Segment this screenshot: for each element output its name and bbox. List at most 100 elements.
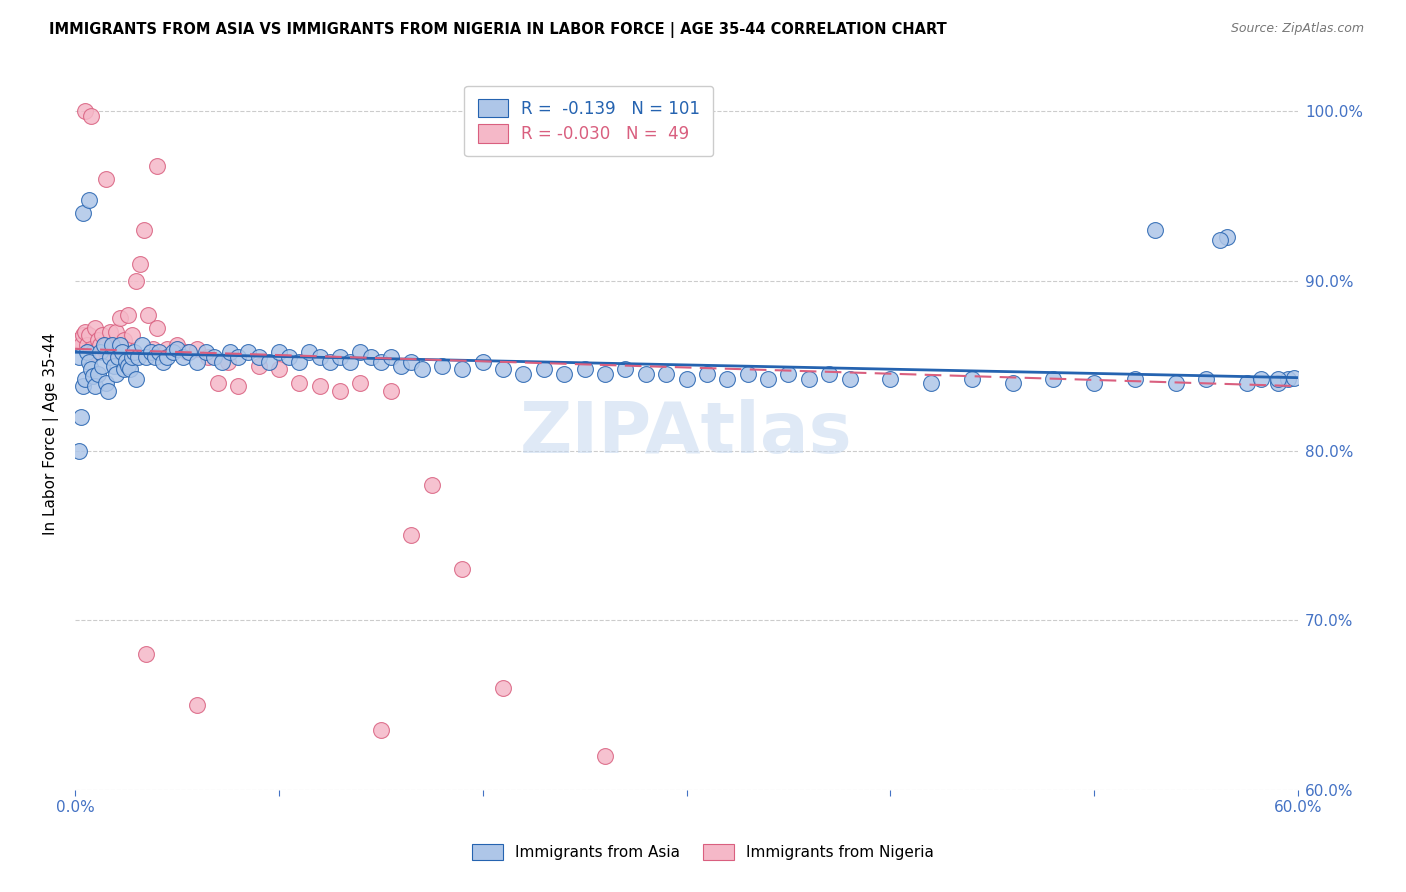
Point: [108, 311, 131, 326]
Point: [370, 355, 392, 369]
Point: [380, 384, 402, 399]
Point: [614, 362, 637, 376]
Point: [257, 355, 280, 369]
Point: [1236, 376, 1258, 390]
Point: [380, 351, 402, 365]
Point: [593, 748, 616, 763]
Point: [98, 351, 121, 365]
Point: [389, 359, 412, 373]
Point: [76, 345, 98, 359]
Text: IMMIGRANTS FROM ASIA VS IMMIGRANTS FROM NIGERIA IN LABOR FORCE | AGE 35-44 CORRE: IMMIGRANTS FROM ASIA VS IMMIGRANTS FROM …: [49, 22, 948, 38]
Point: [401, 528, 423, 542]
Point: [79, 328, 101, 343]
Point: [139, 345, 162, 359]
Point: [349, 345, 371, 359]
Point: [166, 342, 188, 356]
Point: [121, 328, 143, 343]
Point: [131, 338, 153, 352]
Point: [186, 698, 208, 712]
Point: [138, 308, 160, 322]
Point: [430, 359, 453, 373]
Point: [1209, 233, 1232, 247]
Point: [94, 172, 117, 186]
Point: [1083, 376, 1105, 390]
Point: [82, 345, 104, 359]
Point: [162, 345, 184, 359]
Point: [86, 368, 108, 382]
Point: [756, 372, 779, 386]
Point: [93, 342, 115, 356]
Point: [125, 274, 148, 288]
Point: [80, 110, 103, 124]
Point: [121, 351, 143, 365]
Point: [553, 368, 575, 382]
Point: [67, 334, 90, 348]
Point: [1282, 370, 1305, 384]
Point: [533, 362, 555, 376]
Point: [211, 355, 233, 369]
Point: [112, 362, 135, 376]
Point: [288, 376, 311, 390]
Point: [145, 321, 167, 335]
Point: [97, 345, 120, 359]
Point: [145, 159, 167, 173]
Point: [67, 351, 90, 365]
Point: [207, 376, 229, 390]
Point: [186, 342, 208, 356]
Point: [152, 355, 174, 369]
Point: [120, 362, 142, 376]
Point: [176, 345, 198, 359]
Point: [90, 359, 112, 373]
Point: [1144, 223, 1167, 237]
Point: [401, 355, 423, 369]
Point: [156, 351, 179, 365]
Point: [94, 338, 117, 352]
Point: [267, 362, 290, 376]
Point: [115, 353, 138, 368]
Point: [94, 376, 117, 390]
Point: [166, 338, 188, 352]
Point: [1267, 372, 1289, 386]
Point: [101, 338, 124, 352]
Point: [89, 345, 111, 359]
Point: [879, 372, 901, 386]
Point: [217, 355, 239, 369]
Point: [186, 355, 208, 369]
Point: [75, 372, 97, 386]
Point: [696, 368, 718, 382]
Point: [80, 342, 103, 356]
Point: [219, 345, 242, 359]
Y-axis label: In Labor Force | Age 35-44: In Labor Force | Age 35-44: [44, 333, 59, 535]
Point: [319, 355, 342, 369]
Point: [86, 334, 108, 348]
Point: [593, 368, 616, 382]
Point: [97, 384, 120, 399]
Point: [70, 409, 93, 424]
Point: [103, 342, 125, 356]
Point: [1215, 230, 1237, 244]
Point: [370, 723, 392, 738]
Point: [420, 477, 443, 491]
Point: [1250, 372, 1272, 386]
Point: [960, 372, 983, 386]
Point: [82, 368, 104, 383]
Point: [72, 379, 94, 393]
Point: [1164, 376, 1187, 390]
Point: [1042, 372, 1064, 386]
Point: [1277, 372, 1299, 386]
Point: [75, 325, 97, 339]
Text: ZIPAtlas: ZIPAtlas: [520, 399, 853, 468]
Point: [93, 338, 115, 352]
Point: [634, 368, 657, 382]
Point: [101, 338, 124, 352]
Legend: Immigrants from Asia, Immigrants from Nigeria: Immigrants from Asia, Immigrants from Ni…: [467, 838, 939, 866]
Point: [675, 372, 697, 386]
Point: [247, 359, 270, 373]
Point: [67, 443, 90, 458]
Point: [84, 321, 107, 335]
Point: [79, 193, 101, 207]
Text: Source: ZipAtlas.com: Source: ZipAtlas.com: [1230, 22, 1364, 36]
Point: [75, 104, 97, 119]
Point: [122, 345, 145, 359]
Point: [298, 345, 321, 359]
